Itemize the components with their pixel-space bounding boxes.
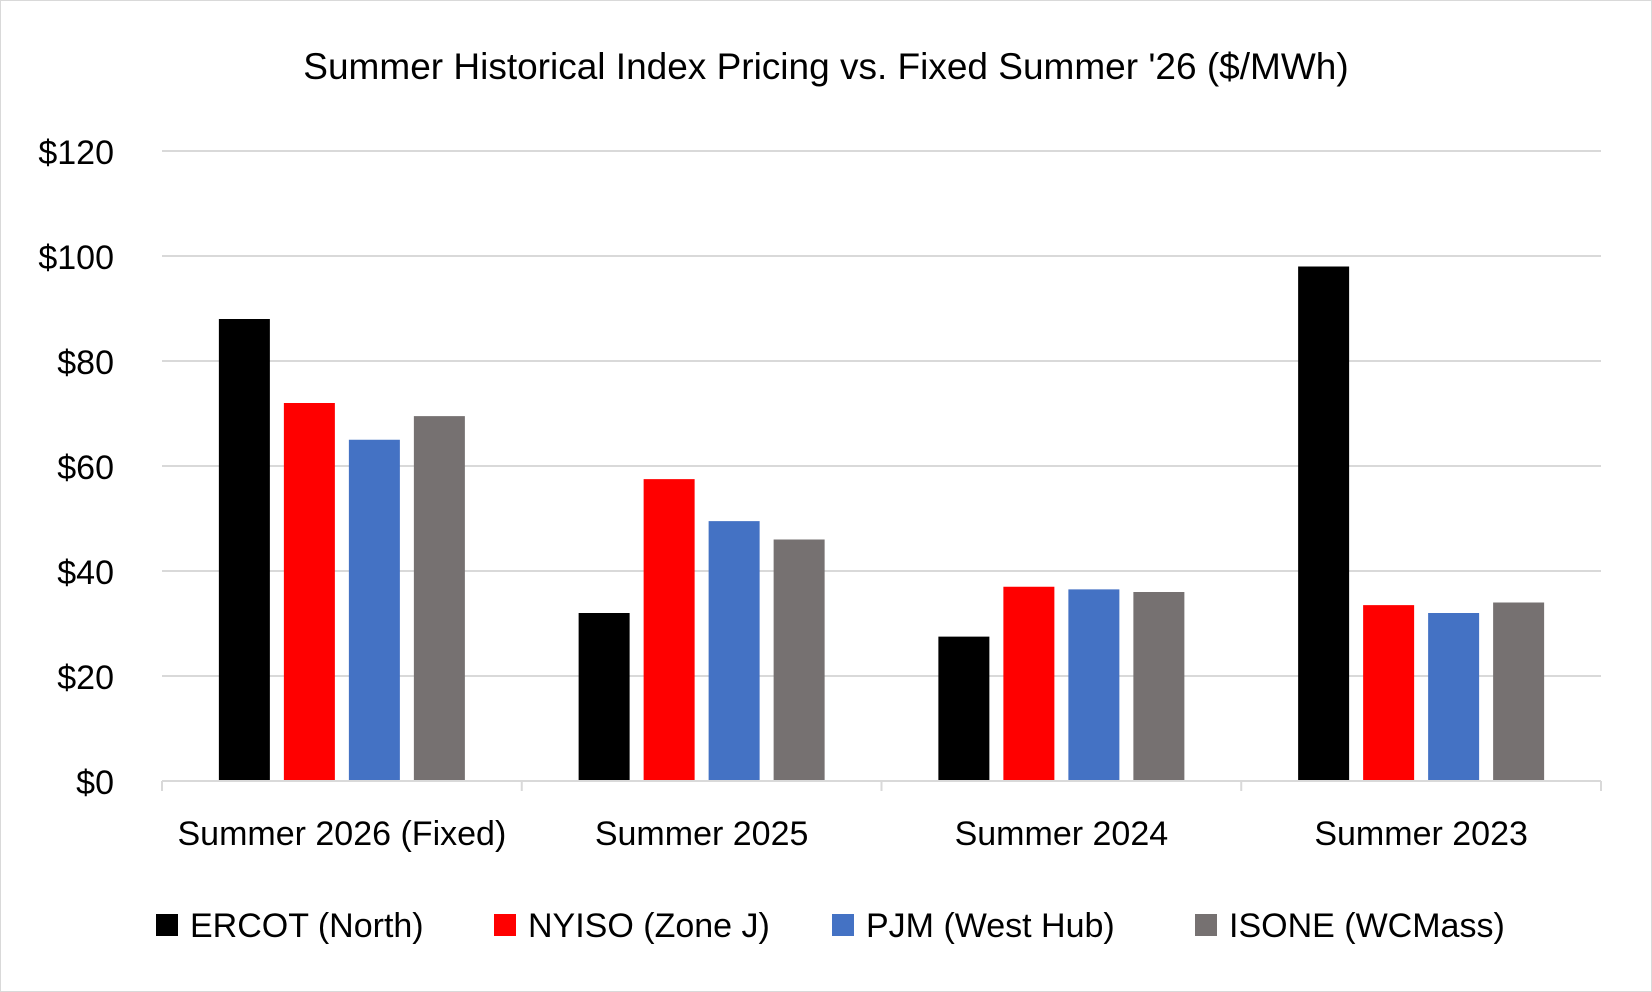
legend-item-ercot: ERCOT (North) (156, 907, 424, 945)
x-axis: Summer 2026 (Fixed) Summer 2025 Summer 202… (161, 780, 1602, 853)
legend-swatch (832, 914, 854, 936)
y-tick-label: $100 (38, 239, 114, 277)
bars (218, 266, 1545, 781)
x-tick-label: Summer 2026 (Fixed) (177, 815, 506, 853)
y-tick-label: $20 (57, 659, 114, 697)
bar-nyiso-4 (1363, 605, 1415, 781)
bar-isone-1 (413, 416, 465, 781)
y-tick-label: $60 (57, 449, 114, 487)
bar-isone-4 (1493, 602, 1545, 781)
y-tick-label: $0 (76, 764, 114, 802)
legend-swatch (156, 914, 178, 936)
x-tick-label: Summer 2024 (955, 815, 1169, 853)
legend-item-isone: ISONE (WCMass) (1195, 907, 1505, 945)
legend-item-pjm: PJM (West Hub) (832, 907, 1115, 945)
bar-nyiso-2 (643, 479, 695, 781)
legend-swatch (1195, 914, 1217, 936)
bar-pjm-3 (1068, 589, 1120, 781)
chart-title: Summer Historical Index Pricing vs. Fixe… (303, 46, 1348, 87)
y-tick-label: $120 (38, 134, 114, 172)
bar-isone-3 (1133, 592, 1185, 781)
legend-label: NYISO (Zone J) (528, 907, 770, 945)
legend: ERCOT (North) NYISO (Zone J) PJM (West Hub… (156, 907, 1505, 945)
x-tick-label: Summer 2025 (595, 815, 809, 853)
legend-label: ERCOT (North) (190, 907, 424, 945)
y-tick-label: $80 (57, 344, 114, 382)
bar-pjm-2 (708, 521, 760, 781)
bar-ercot-4 (1298, 266, 1350, 781)
bar-ercot-2 (578, 613, 630, 781)
bar-ercot-1 (218, 319, 270, 781)
bar-nyiso-1 (283, 403, 335, 781)
bar-nyiso-3 (1003, 586, 1055, 781)
x-tick-label: Summer 2023 (1314, 815, 1528, 853)
legend-label: PJM (West Hub) (866, 907, 1115, 945)
bar-pjm-1 (348, 439, 400, 781)
y-axis-labels: $0 $20 $40 $60 $80 $100 $120 (38, 134, 114, 802)
y-tick-label: $40 (57, 554, 114, 592)
bar-pjm-4 (1428, 613, 1480, 781)
bar-isone-2 (773, 539, 825, 781)
legend-label: ISONE (WCMass) (1229, 907, 1505, 945)
grid-lines (162, 150, 1601, 677)
legend-swatch (494, 914, 516, 936)
legend-item-nyiso: NYISO (Zone J) (494, 907, 770, 945)
bar-ercot-3 (938, 636, 990, 781)
